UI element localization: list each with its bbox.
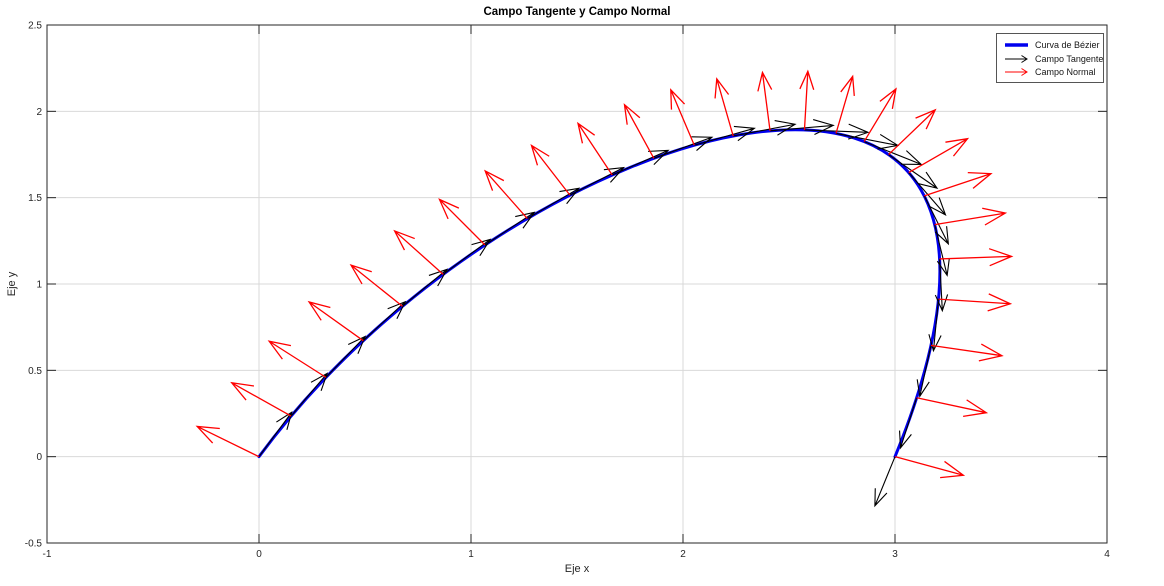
svg-text:0: 0	[36, 452, 42, 463]
x-tick-labels: -1 0 1 2 3 4	[43, 549, 1111, 560]
chart-title: Campo Tangente y Campo Normal	[483, 6, 670, 18]
legend-item-bezier-curve: Curva de Bézier	[1003, 39, 1100, 51]
legend: Curva de Bézier Campo Tangente Campo Nor…	[996, 33, 1104, 83]
axes-box	[46, 24, 1108, 544]
svg-text:4: 4	[1104, 549, 1110, 560]
legend-label-bezier-curve: Curva de Bézier	[1035, 40, 1100, 50]
svg-text:2: 2	[36, 107, 42, 118]
y-axis-label: Eje y	[6, 271, 18, 296]
legend-item-normal-field: Campo Normal	[1003, 66, 1097, 78]
legend-line-sample-icon	[1005, 43, 1028, 47]
y-tick-labels: -0.5 0 0.5 1 1.5 2 2.5	[25, 21, 43, 550]
svg-text:-0.5: -0.5	[25, 539, 43, 550]
legend-label-tangent-field: Campo Tangente	[1035, 53, 1104, 64]
svg-text:1.5: 1.5	[28, 193, 42, 204]
legend-label-normal-field: Campo Normal	[1035, 67, 1096, 77]
svg-text:1: 1	[468, 549, 474, 560]
svg-text:0: 0	[256, 549, 262, 560]
legend-arrow-sample-icon	[1005, 68, 1028, 76]
svg-text:0.5: 0.5	[28, 366, 42, 377]
x-axis-label: Eje x	[565, 563, 590, 575]
svg-text:2: 2	[680, 549, 686, 560]
svg-text:-1: -1	[43, 549, 52, 560]
svg-text:2.5: 2.5	[28, 21, 42, 32]
normal-field-arrows	[195, 69, 1014, 479]
svg-text:1: 1	[36, 280, 42, 291]
legend-item-tangent-field: Campo Tangente	[1003, 53, 1103, 65]
svg-text:3: 3	[892, 549, 898, 560]
legend-arrow-sample-icon	[1005, 54, 1028, 63]
